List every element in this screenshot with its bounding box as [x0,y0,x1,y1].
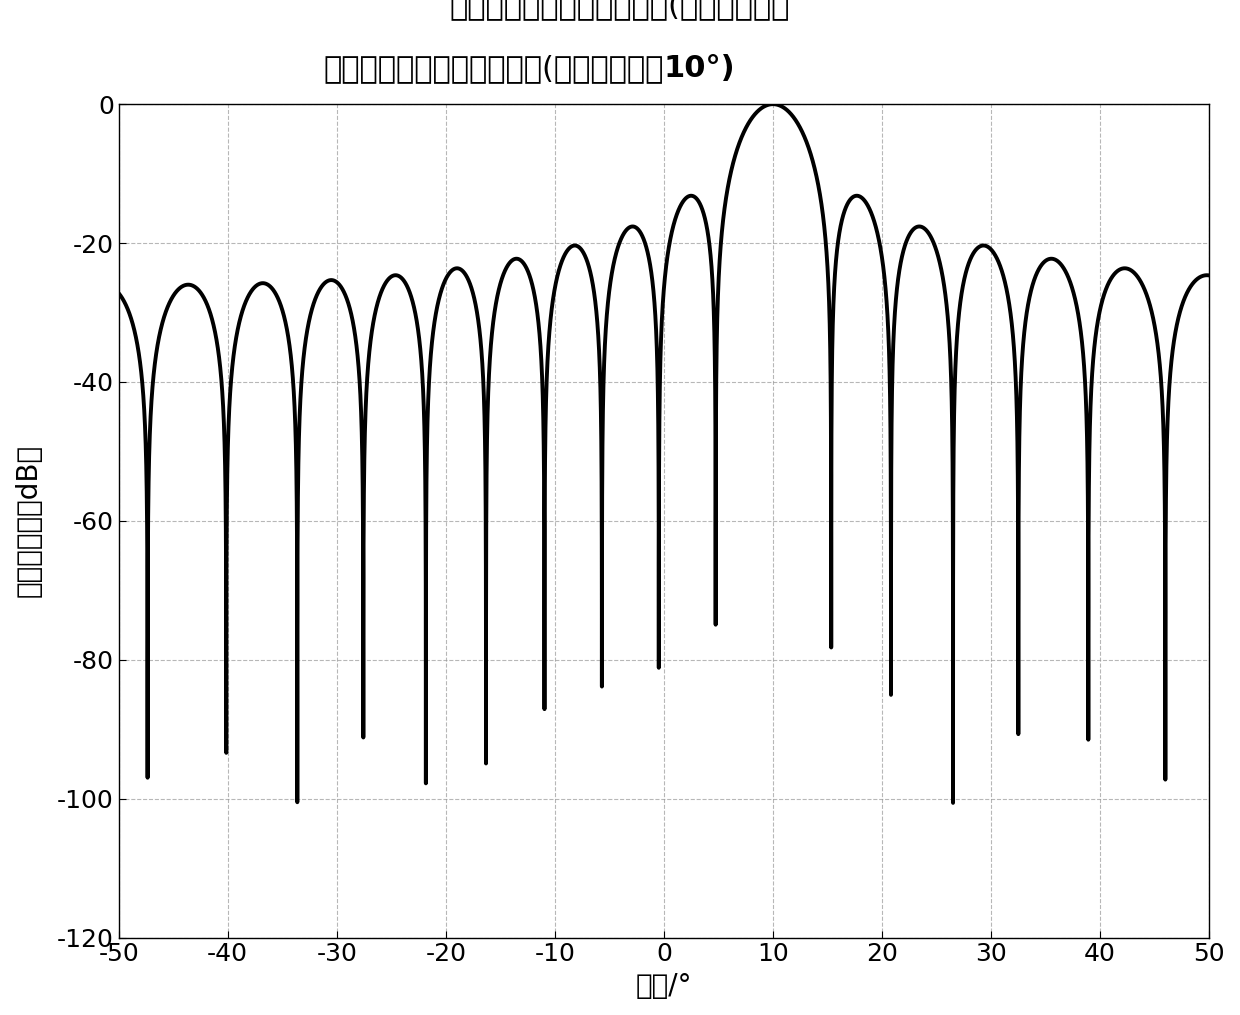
X-axis label: 角度/°: 角度/° [636,972,692,1000]
Text: 10°): 10°) [663,55,735,83]
Text: 发射天线方位维波束方向图(波束中心指向: 发射天线方位维波束方向图(波束中心指向 [450,0,790,20]
Text: 发射天线方位维波束方向图(波束中心指向: 发射天线方位维波束方向图(波束中心指向 [324,55,663,83]
Y-axis label: 归一化增益（dB）: 归一化增益（dB） [15,445,43,598]
